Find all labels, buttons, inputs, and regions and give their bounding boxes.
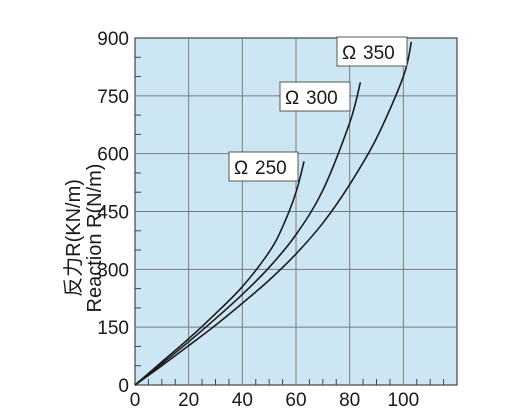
series-label-box <box>228 151 299 182</box>
series-label-box <box>336 36 408 67</box>
y-tick-label: 600 <box>97 145 129 166</box>
series-label-box <box>279 81 351 112</box>
x-tick-label: 60 <box>285 390 306 411</box>
y-tick-label: 300 <box>97 260 129 281</box>
series-label-value: 350 <box>363 43 395 64</box>
series-line <box>134 41 413 386</box>
y-axis-ticks: 0 150 300 450 600 750 900 <box>97 29 129 397</box>
y-tick-label: 0 <box>118 376 129 397</box>
series-line <box>134 82 362 386</box>
x-tick-label: 0 <box>130 390 141 411</box>
series-line <box>134 161 305 386</box>
y-tick-label: 450 <box>97 203 129 224</box>
series-labels: Ω 250 Ω 300 Ω 350 <box>228 36 408 182</box>
series-label-omega: Ω <box>342 43 356 64</box>
y-tick-label: 750 <box>97 87 129 108</box>
series-label: Ω 300 <box>279 81 351 112</box>
x-tick-label: 80 <box>339 390 360 411</box>
series-label: Ω 250 <box>228 151 299 182</box>
series-label-omega: Ω <box>234 158 248 179</box>
series-label-value: 250 <box>255 158 287 179</box>
series-label-value: 300 <box>306 88 338 109</box>
y-tick-label: 900 <box>97 29 129 50</box>
y-tick-label: 150 <box>97 318 129 339</box>
y-axis-label-line2: Reaction R(N/m) <box>84 164 106 313</box>
series-label-omega: Ω <box>285 88 299 109</box>
series-label: Ω 350 <box>336 36 408 67</box>
x-tick-label: 20 <box>178 390 199 411</box>
x-tick-label: 40 <box>232 390 253 411</box>
y-axis-label-line1: 反力R(KN/m) <box>62 179 85 297</box>
x-tick-label: 100 <box>387 390 419 411</box>
minor-ticks <box>135 56 445 385</box>
series-lines <box>134 41 413 386</box>
x-axis-ticks: 0 20 40 60 80 100 <box>130 390 419 411</box>
